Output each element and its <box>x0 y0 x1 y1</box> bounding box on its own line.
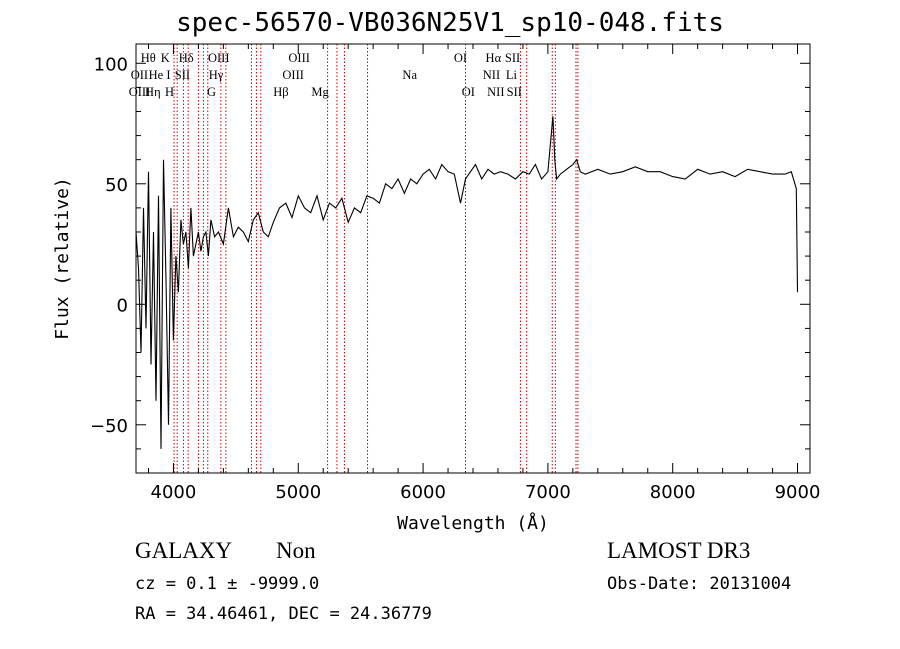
spectral-line-label: H <box>165 85 174 99</box>
plot-frame <box>135 43 811 474</box>
spectral-line-label: SII <box>505 51 520 65</box>
spectral-line-label: NII <box>483 68 500 82</box>
spectral-line-label: SII <box>507 85 522 99</box>
ra-dec-coordinates: RA = 34.46461, DEC = 24.36779 <box>135 604 432 624</box>
spectral-line-label: Mg <box>311 85 329 99</box>
object-subclass: Non <box>276 538 316 563</box>
y-tick-label: −50 <box>90 416 128 437</box>
y-tick-label: 50 <box>105 175 128 196</box>
spectral-line-label: OI <box>454 51 467 65</box>
spectral-line-label: OIII <box>288 51 310 65</box>
spectral-line-label: Li <box>506 68 518 82</box>
spectral-line-label: Hθ <box>141 51 156 65</box>
x-tick-label: 4000 <box>151 482 197 503</box>
spectral-line-label: NII <box>487 85 504 99</box>
x-tick-label: 6000 <box>400 482 446 503</box>
spectral-line-label: OI <box>462 85 475 99</box>
spectral-line-label: OIII <box>208 51 230 65</box>
spectral-line-label: OII <box>131 68 148 82</box>
spectral-line-label: Hη <box>145 85 161 99</box>
survey-name: LAMOST DR3 <box>607 538 751 563</box>
spectrum-line <box>135 116 799 449</box>
y-tick-label: 100 <box>94 54 128 75</box>
spectral-line-label: Na <box>402 68 417 82</box>
x-tick-label: 7000 <box>525 482 571 503</box>
spectral-line-label: OIII <box>129 85 151 99</box>
observation-date: Obs-Date: 20131004 <box>607 574 792 594</box>
redshift-cz: cz = 0.1 ± -9999.0 <box>135 574 320 594</box>
x-tick-label: 5000 <box>275 482 321 503</box>
spectral-line-label: OIII <box>282 68 304 82</box>
spectral-line-label: Hα <box>486 51 502 65</box>
x-axis-label: Wavelength (Å) <box>397 512 549 534</box>
chart-title: spec-56570-VB036N25V1_sp10-048.fits <box>176 8 724 38</box>
y-tick-label: 0 <box>117 295 128 316</box>
object-class: GALAXY <box>135 538 233 563</box>
spectral-line-label: Hδ <box>179 51 194 65</box>
spectral-line-label: K <box>161 51 170 65</box>
spectral-line-label: G <box>207 85 216 99</box>
y-axis-label: Flux (relative) <box>52 177 73 340</box>
spectral-line-label: SII <box>175 68 190 82</box>
x-tick-label: 8000 <box>650 482 696 503</box>
spectral-line-label: Hγ <box>209 68 224 82</box>
spectral-line-label: He I <box>149 68 171 82</box>
spectral-line-label: Hβ <box>273 85 288 99</box>
x-tick-label: 9000 <box>775 482 821 503</box>
